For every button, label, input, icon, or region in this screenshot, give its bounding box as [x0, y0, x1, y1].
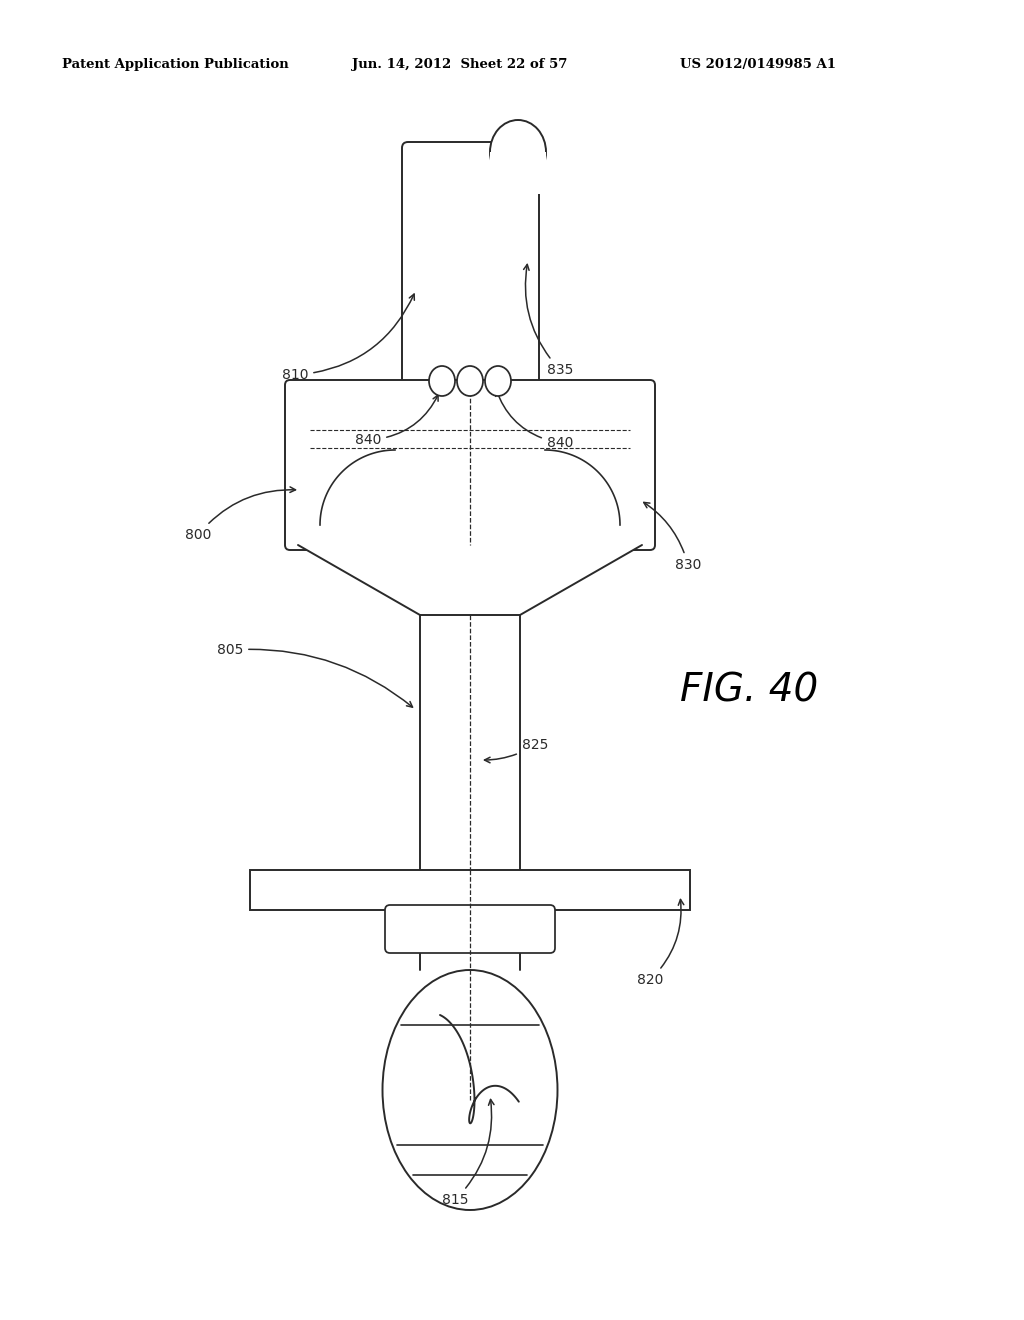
FancyBboxPatch shape	[402, 143, 539, 396]
Text: 835: 835	[523, 264, 573, 378]
Ellipse shape	[429, 366, 455, 396]
Text: 830: 830	[644, 503, 701, 572]
Ellipse shape	[485, 366, 511, 396]
FancyBboxPatch shape	[385, 906, 555, 953]
Ellipse shape	[490, 120, 546, 183]
Ellipse shape	[457, 366, 483, 396]
Text: US 2012/0149985 A1: US 2012/0149985 A1	[680, 58, 836, 71]
Text: 815: 815	[441, 1100, 494, 1206]
Bar	[415, 383, 525, 395]
Bar	[250, 870, 690, 909]
Ellipse shape	[383, 970, 557, 1210]
Text: 805: 805	[217, 643, 413, 708]
Text: 840: 840	[354, 395, 438, 447]
Text: 825: 825	[484, 738, 548, 763]
Text: Patent Application Publication: Patent Application Publication	[62, 58, 289, 71]
Bar	[490, 152, 546, 194]
Text: 810: 810	[282, 294, 415, 381]
Text: Jun. 14, 2012  Sheet 22 of 57: Jun. 14, 2012 Sheet 22 of 57	[352, 58, 567, 71]
Text: 820: 820	[637, 899, 684, 987]
Text: 840: 840	[496, 391, 573, 450]
FancyBboxPatch shape	[285, 380, 655, 550]
Text: 800: 800	[184, 487, 296, 543]
Text: FIG. 40: FIG. 40	[680, 671, 818, 709]
Polygon shape	[298, 545, 642, 615]
